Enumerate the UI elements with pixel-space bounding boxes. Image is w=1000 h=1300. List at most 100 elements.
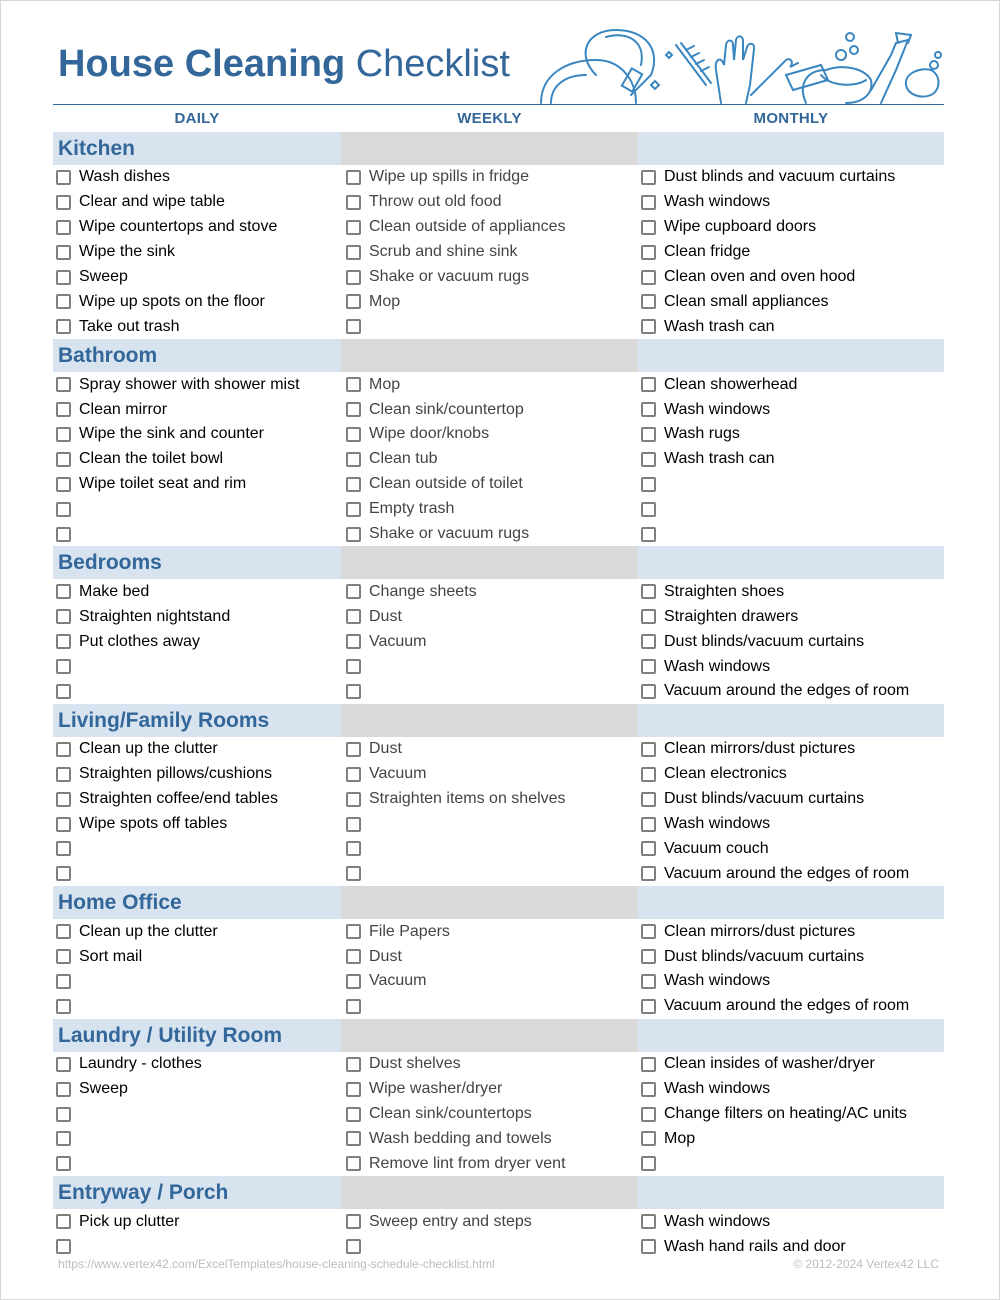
checkbox[interactable] [346, 634, 361, 650]
checkbox[interactable] [346, 244, 361, 260]
checkbox[interactable] [641, 1239, 656, 1255]
checkbox[interactable] [56, 426, 71, 442]
checkbox[interactable] [641, 634, 656, 650]
checkbox[interactable] [346, 1081, 361, 1097]
checkbox[interactable] [56, 1081, 71, 1097]
checkbox[interactable] [56, 244, 71, 260]
checkbox[interactable] [641, 294, 656, 310]
checkbox[interactable] [346, 949, 361, 965]
checkbox[interactable] [346, 791, 361, 807]
checkbox[interactable] [56, 949, 71, 965]
checkbox[interactable] [56, 609, 71, 625]
checkbox[interactable] [641, 584, 656, 600]
checkbox[interactable] [56, 294, 71, 310]
checkbox[interactable] [346, 998, 361, 1014]
checkbox[interactable] [56, 766, 71, 782]
checkbox[interactable] [346, 816, 361, 832]
checkbox[interactable] [641, 841, 656, 857]
checkbox[interactable] [56, 841, 71, 857]
checkbox[interactable] [56, 1239, 71, 1255]
checkbox[interactable] [641, 169, 656, 185]
checkbox[interactable] [346, 1106, 361, 1122]
checkbox[interactable] [346, 402, 361, 418]
checkbox[interactable] [641, 998, 656, 1014]
checkbox[interactable] [346, 1156, 361, 1172]
checkbox[interactable] [641, 319, 656, 335]
checkbox[interactable] [641, 949, 656, 965]
checkbox[interactable] [56, 634, 71, 650]
checkbox[interactable] [641, 426, 656, 442]
checkbox[interactable] [56, 219, 71, 235]
checkbox[interactable] [346, 319, 361, 335]
checkbox[interactable] [346, 1056, 361, 1072]
checkbox[interactable] [641, 1106, 656, 1122]
checkbox[interactable] [346, 269, 361, 285]
checkbox[interactable] [346, 426, 361, 442]
checkbox[interactable] [641, 377, 656, 393]
checkbox[interactable] [56, 998, 71, 1014]
checkbox[interactable] [346, 841, 361, 857]
checkbox[interactable] [56, 402, 71, 418]
checkbox[interactable] [346, 526, 361, 542]
checkbox[interactable] [641, 194, 656, 210]
checkbox[interactable] [641, 1214, 656, 1230]
checkbox[interactable] [641, 683, 656, 699]
checkbox[interactable] [56, 866, 71, 882]
checkbox[interactable] [641, 816, 656, 832]
checkbox[interactable] [346, 866, 361, 882]
checkbox[interactable] [346, 169, 361, 185]
checkbox[interactable] [641, 741, 656, 757]
checkbox[interactable] [346, 451, 361, 467]
checkbox[interactable] [56, 501, 71, 517]
checkbox[interactable] [346, 766, 361, 782]
checkbox[interactable] [641, 924, 656, 940]
checkbox[interactable] [346, 219, 361, 235]
checkbox[interactable] [641, 402, 656, 418]
checkbox[interactable] [641, 973, 656, 989]
checkbox[interactable] [56, 1106, 71, 1122]
checkbox[interactable] [641, 1131, 656, 1147]
checkbox[interactable] [56, 683, 71, 699]
checkbox[interactable] [641, 219, 656, 235]
checkbox[interactable] [56, 451, 71, 467]
checkbox[interactable] [56, 1056, 71, 1072]
checkbox[interactable] [346, 1239, 361, 1255]
checkbox[interactable] [346, 609, 361, 625]
checkbox[interactable] [641, 476, 656, 492]
checkbox[interactable] [56, 169, 71, 185]
checkbox[interactable] [346, 973, 361, 989]
checkbox[interactable] [346, 924, 361, 940]
checkbox[interactable] [346, 584, 361, 600]
checkbox[interactable] [56, 476, 71, 492]
footer-url[interactable]: https://www.vertex42.com/ExcelTemplates/… [58, 1257, 495, 1271]
checkbox[interactable] [346, 683, 361, 699]
checkbox[interactable] [56, 924, 71, 940]
checkbox[interactable] [56, 526, 71, 542]
checkbox[interactable] [641, 269, 656, 285]
checkbox[interactable] [346, 501, 361, 517]
checkbox[interactable] [641, 609, 656, 625]
checkbox[interactable] [56, 659, 71, 675]
checkbox[interactable] [641, 1081, 656, 1097]
checkbox[interactable] [346, 659, 361, 675]
checkbox[interactable] [346, 194, 361, 210]
checkbox[interactable] [56, 816, 71, 832]
checkbox[interactable] [56, 377, 71, 393]
checkbox[interactable] [641, 451, 656, 467]
checkbox[interactable] [641, 766, 656, 782]
checkbox[interactable] [56, 584, 71, 600]
checkbox[interactable] [641, 501, 656, 517]
checkbox[interactable] [346, 1131, 361, 1147]
checkbox[interactable] [641, 866, 656, 882]
checkbox[interactable] [56, 319, 71, 335]
checkbox[interactable] [641, 791, 656, 807]
checkbox[interactable] [56, 791, 71, 807]
checkbox[interactable] [346, 377, 361, 393]
checkbox[interactable] [56, 269, 71, 285]
checkbox[interactable] [346, 1214, 361, 1230]
checkbox[interactable] [346, 476, 361, 492]
checkbox[interactable] [641, 659, 656, 675]
checkbox[interactable] [56, 1156, 71, 1172]
checkbox[interactable] [641, 244, 656, 260]
checkbox[interactable] [56, 1131, 71, 1147]
